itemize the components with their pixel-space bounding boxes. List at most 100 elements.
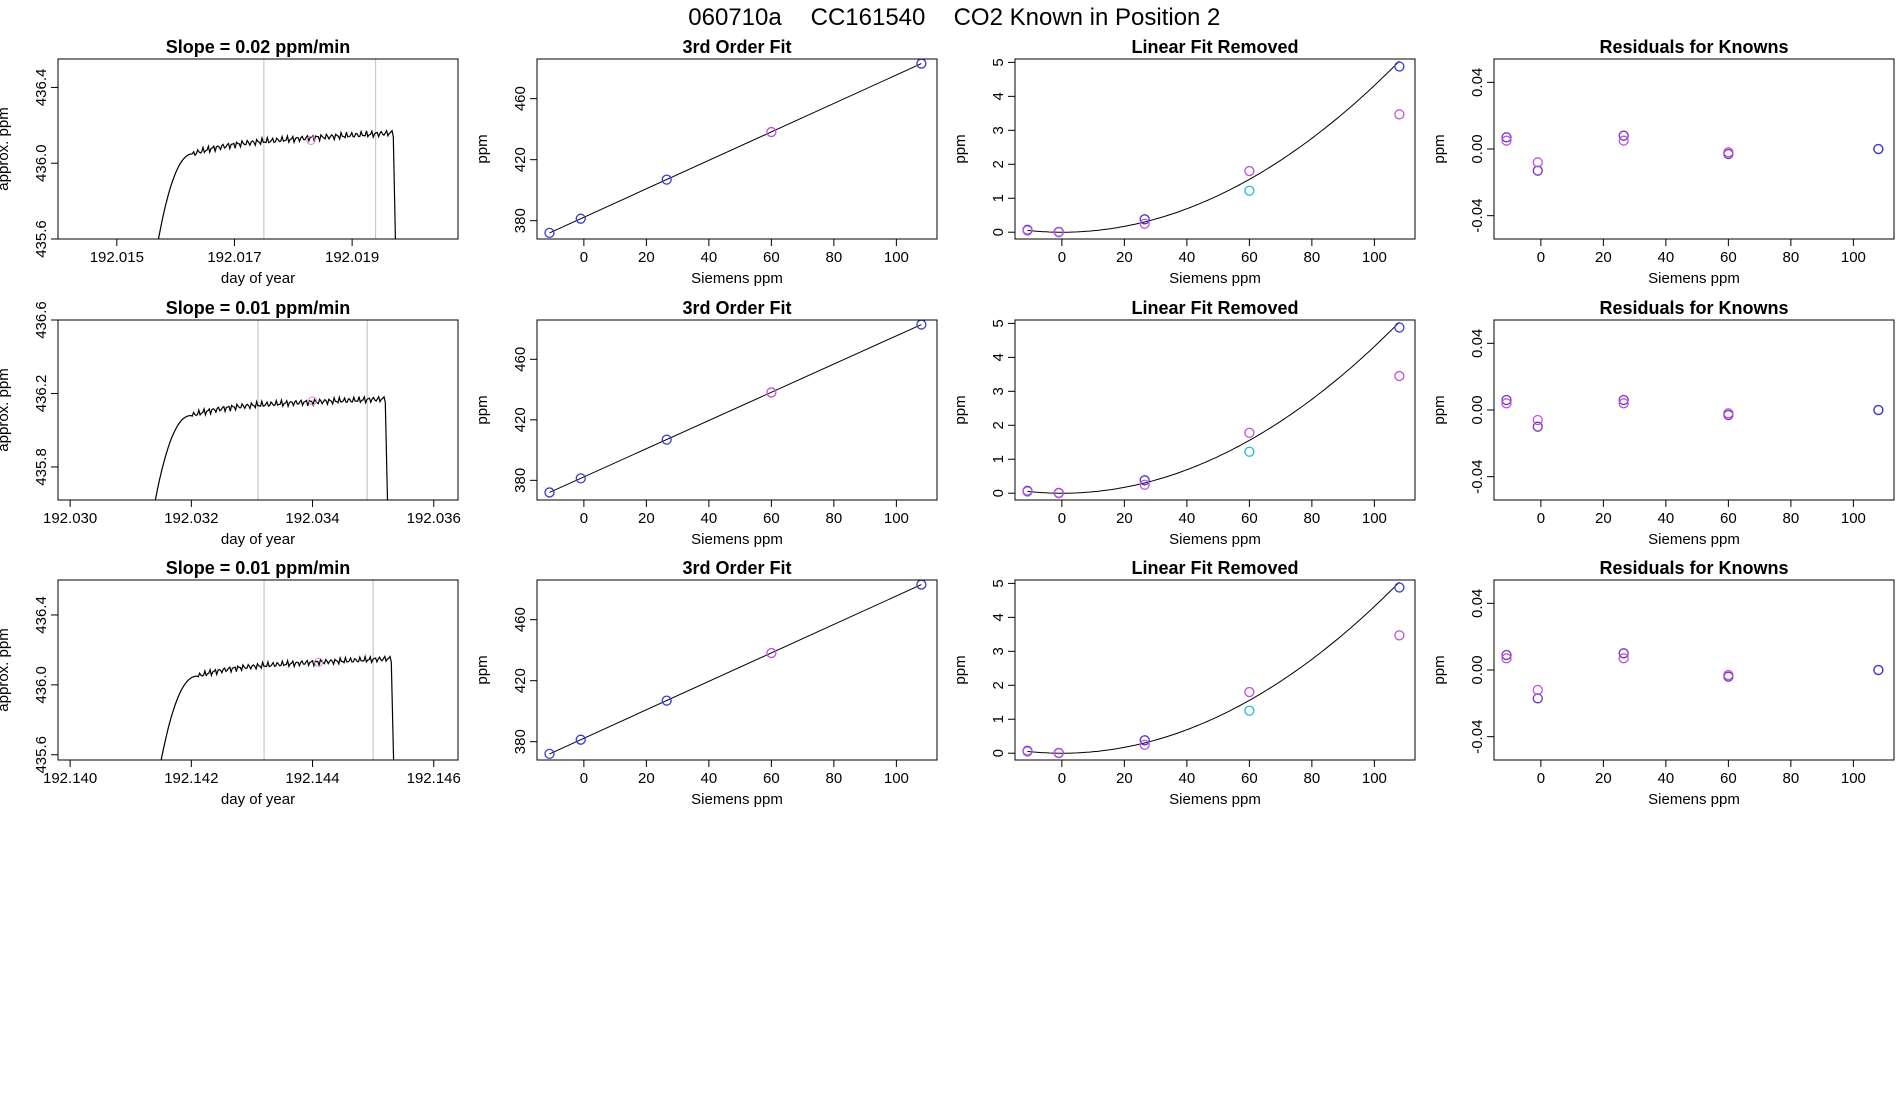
panel-1-3: Linear Fit Removed 0 20 40 60 80 100 0 1 2 3 4 5 Siem… bbox=[952, 37, 1416, 287]
y-axis-label: ppm bbox=[952, 134, 969, 163]
y-axis-label: ppm bbox=[1431, 655, 1448, 684]
x-tick-label: 0 bbox=[580, 510, 588, 527]
mean-marker bbox=[308, 396, 318, 406]
data-point bbox=[1244, 165, 1255, 177]
y-tick-label: 3 bbox=[990, 647, 1007, 655]
data-point bbox=[1139, 475, 1150, 486]
x-tick-label: 192.142 bbox=[164, 770, 218, 787]
y-tick-label: 4 bbox=[990, 92, 1007, 100]
data-point bbox=[661, 174, 672, 185]
x-tick-label: 192.032 bbox=[164, 510, 218, 527]
y-axis-label: ppm bbox=[1431, 134, 1448, 163]
y-tick-label: 3 bbox=[990, 126, 1007, 134]
panel-frame bbox=[57, 319, 459, 501]
data-point bbox=[1618, 648, 1629, 659]
x-tick-label: 0 bbox=[1537, 510, 1545, 527]
data-point bbox=[1394, 322, 1405, 333]
data-point bbox=[1394, 370, 1405, 382]
y-tick-label: 5 bbox=[990, 579, 1007, 587]
panel-3-2: 3rd Order Fit 0 20 40 60 80 100 380 420 460 Siemen… bbox=[474, 558, 938, 808]
data-point bbox=[1053, 748, 1064, 759]
data-point bbox=[1139, 218, 1150, 229]
x-tick-label: 60 bbox=[1241, 249, 1258, 266]
x-tick-label: 80 bbox=[1304, 510, 1321, 527]
x-tick-label: 0 bbox=[1058, 249, 1066, 266]
data-point bbox=[1053, 488, 1064, 499]
data-point bbox=[1873, 143, 1884, 155]
plot-area bbox=[1022, 581, 1405, 759]
y-tick-label: 435.6 bbox=[33, 220, 50, 258]
x-tick-label: 192.017 bbox=[207, 249, 261, 266]
x-tick-label: 40 bbox=[1179, 249, 1196, 266]
x-tick-label: 0 bbox=[580, 770, 588, 787]
data-point bbox=[1532, 684, 1543, 696]
y-tick-label: 436.4 bbox=[33, 596, 50, 634]
x-axis-label: day of year bbox=[221, 270, 295, 287]
x-tick-label: 60 bbox=[1241, 770, 1258, 787]
data-point bbox=[1139, 479, 1150, 490]
y-axis-label: ppm bbox=[474, 655, 491, 684]
x-axis-label: Siemens ppm bbox=[1169, 270, 1261, 287]
data-point bbox=[1723, 408, 1734, 419]
data-point bbox=[1618, 394, 1629, 406]
data-point bbox=[1394, 61, 1405, 72]
data-point bbox=[1501, 135, 1512, 146]
y-axis-label: ppm bbox=[1431, 395, 1448, 424]
x-axis-label: Siemens ppm bbox=[1169, 791, 1261, 808]
y-tick-label: 0 bbox=[990, 489, 1007, 497]
x-axis-label: Siemens ppm bbox=[1648, 270, 1740, 287]
x-tick-label: 20 bbox=[638, 510, 655, 527]
data-point bbox=[1873, 664, 1884, 676]
x-tick-label: 100 bbox=[1841, 249, 1866, 266]
y-tick-label: 435.6 bbox=[33, 736, 50, 774]
x-tick-label: 40 bbox=[1179, 770, 1196, 787]
panel-title: Residuals for Knowns bbox=[1599, 298, 1788, 318]
x-tick-label: 0 bbox=[1058, 510, 1066, 527]
y-tick-label: 436.0 bbox=[33, 144, 50, 182]
panel-1-4: Residuals for Knowns 0 20 40 60 80 100 -0.04 0.0… bbox=[1431, 37, 1895, 287]
data-point bbox=[575, 734, 586, 745]
data-point bbox=[544, 227, 555, 239]
y-tick-label: 4 bbox=[990, 613, 1007, 621]
y-tick-label: 420 bbox=[512, 407, 529, 432]
plot-area bbox=[1501, 130, 1884, 176]
data-point bbox=[544, 487, 555, 498]
header-description: CO2 Known in Position 2 bbox=[954, 4, 1221, 31]
x-tick-label: 80 bbox=[826, 510, 843, 527]
x-tick-label: 20 bbox=[1116, 249, 1133, 266]
y-tick-label: 380 bbox=[512, 729, 529, 754]
x-tick-label: 60 bbox=[1720, 770, 1737, 787]
mean-marker bbox=[306, 135, 316, 145]
x-tick-label: 20 bbox=[1595, 770, 1612, 787]
panel-frame bbox=[1014, 58, 1416, 240]
data-point bbox=[1394, 109, 1405, 120]
x-tick-label: 60 bbox=[1720, 510, 1737, 527]
panel-frame bbox=[1493, 58, 1895, 240]
panel-title: Linear Fit Removed bbox=[1131, 298, 1298, 318]
data-point bbox=[1723, 669, 1734, 681]
data-point bbox=[1022, 486, 1033, 497]
panel-frame bbox=[1014, 319, 1416, 501]
x-tick-label: 80 bbox=[826, 249, 843, 266]
panel-1-1: Slope = 0.02 ppm/min 192.015 192.017 192.01… bbox=[0, 37, 459, 287]
data-point bbox=[661, 434, 672, 445]
concentration-trace bbox=[157, 129, 397, 239]
panel-title: 3rd Order Fit bbox=[682, 558, 791, 578]
data-point bbox=[766, 387, 777, 398]
panel-1-2: 3rd Order Fit 0 20 40 60 80 100 380 420 460 Siemen… bbox=[474, 37, 938, 287]
y-tick-label: 0 bbox=[990, 228, 1007, 236]
x-tick-label: 60 bbox=[763, 510, 780, 527]
data-point bbox=[1618, 130, 1629, 141]
data-point bbox=[544, 748, 555, 760]
y-tick-label: 380 bbox=[512, 208, 529, 233]
data-point bbox=[766, 647, 777, 659]
x-tick-label: 60 bbox=[1241, 510, 1258, 527]
x-tick-label: 40 bbox=[1658, 510, 1675, 527]
data-point bbox=[1501, 653, 1512, 664]
data-point bbox=[1723, 147, 1734, 158]
x-axis-label: Siemens ppm bbox=[1169, 531, 1261, 548]
y-tick-label: 420 bbox=[512, 147, 529, 172]
x-tick-label: 80 bbox=[1783, 249, 1800, 266]
data-point bbox=[1244, 427, 1255, 438]
y-tick-label: 460 bbox=[512, 86, 529, 111]
